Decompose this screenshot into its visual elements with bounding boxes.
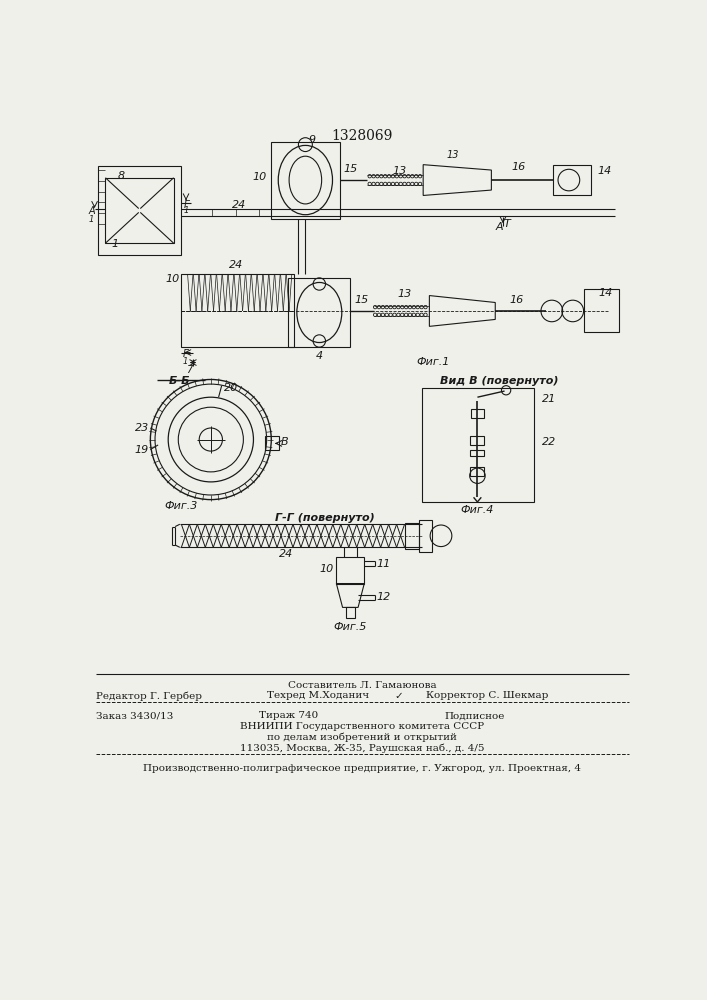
Text: 1: 1 [112,239,119,249]
Text: 13: 13 [397,289,411,299]
Text: Производственно-полиграфическое предприятие, г. Ужгород, ул. Проектная, 4: Производственно-полиграфическое предприя… [143,764,581,773]
Text: 1: 1 [183,206,189,215]
Text: Г-Г (повернуто): Г-Г (повернуто) [275,513,375,523]
Bar [419,520,433,552]
Bar [470,466,484,476]
Text: А: А [496,222,503,232]
Text: по делам изобретений и открытий: по делам изобретений и открытий [267,733,457,742]
Text: Корректор С. Шекмар: Корректор С. Шекмар [426,691,548,700]
Bar [288,278,351,347]
Bar [470,436,484,445]
Bar [421,388,534,502]
Text: Т: Т [503,219,510,229]
Bar [554,165,590,195]
Text: 8: 8 [118,171,125,181]
Text: 15: 15 [343,164,358,174]
Text: 13: 13 [446,150,459,160]
Text: Тираж 740: Тираж 740 [259,711,318,720]
Text: 19: 19 [134,445,149,455]
Text: Г: Г [183,200,189,210]
Text: 16: 16 [510,295,524,305]
Text: 9: 9 [308,135,315,145]
Text: ✓: ✓ [395,691,403,701]
Text: Фиг.3: Фиг.3 [165,501,198,511]
Text: 10: 10 [319,564,333,574]
Text: 14: 14 [598,288,612,298]
Bar [105,178,174,243]
Text: 1328069: 1328069 [332,129,392,143]
Bar [585,289,619,332]
Text: ВНИИПИ Государственного комитета СССР: ВНИИПИ Государственного комитета СССР [240,722,484,731]
Text: 10: 10 [252,172,267,182]
Text: Техред М.Ходанич: Техред М.Ходанич [267,691,369,700]
Text: А: А [88,206,95,216]
Text: Фиг.5: Фиг.5 [334,622,367,632]
Text: 12: 12 [377,592,391,602]
Bar [271,142,340,219]
Text: 24: 24 [228,260,243,270]
Text: 20: 20 [224,383,238,393]
Text: 4: 4 [316,351,323,361]
Bar [337,557,364,584]
Text: 10: 10 [165,274,180,284]
Text: Заказ 3430/13: Заказ 3430/13 [96,711,173,720]
Text: 7: 7 [186,365,192,375]
Text: Вид В (повернуто): Вид В (повернуто) [440,376,559,386]
Text: 23: 23 [134,423,149,433]
Bar [404,523,419,549]
Bar [470,450,484,456]
Text: 21: 21 [542,394,556,404]
Bar [182,274,293,347]
Bar [265,436,279,450]
Text: 113035, Москва, Ж-35, Раушская наб., д. 4/5: 113035, Москва, Ж-35, Раушская наб., д. … [240,744,484,753]
Text: Г: Г [183,349,188,359]
Bar [346,607,355,618]
Bar [472,409,484,418]
Text: Фиг.4: Фиг.4 [461,505,494,515]
Text: Подписное: Подписное [445,711,506,720]
Text: Составитель Л. Гамаюнова: Составитель Л. Гамаюнова [288,681,436,690]
Text: Б-Б: Б-Б [169,376,191,386]
Text: 16: 16 [511,162,525,172]
Text: 24: 24 [279,549,293,559]
Text: 14: 14 [597,166,612,176]
Text: 1: 1 [183,357,188,366]
Text: Фиг.1: Фиг.1 [416,357,450,367]
Text: 13: 13 [393,166,407,176]
Bar [98,166,182,255]
Text: 24: 24 [233,200,247,210]
Text: 11: 11 [377,559,391,569]
Text: 15: 15 [354,295,368,305]
Text: 22: 22 [542,437,556,447]
Text: 1: 1 [89,215,94,224]
Text: В: В [281,437,288,447]
Text: Редактор Г. Гербер: Редактор Г. Гербер [96,691,202,701]
